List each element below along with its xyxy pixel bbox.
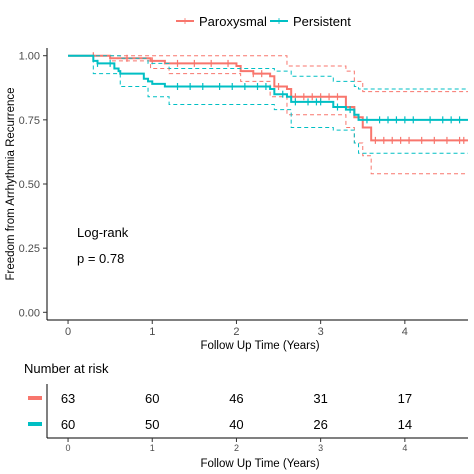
risk-cell-paroxysmal: 31 [313, 391, 327, 406]
legend-plus-paroxysmal: + [181, 14, 188, 28]
survival-line-persistent [68, 54, 468, 121]
risk-x-tick-label: 4 [402, 443, 407, 453]
survival-curves [68, 52, 468, 175]
ci-upper-paroxysmal [68, 55, 468, 93]
risk-x-tick-label: 1 [150, 443, 155, 453]
risk-x-ticks: 0 1 2 3 4 [66, 438, 407, 453]
risk-table: Number at risk 63 60 46 31 17 60 50 40 26 14 0 1 2 3… [24, 361, 468, 470]
risk-cell-persistent: 40 [229, 417, 243, 432]
y-axis-title: Freedom from Arrhythmia Recurrence [5, 87, 17, 280]
main-axes: Freedom from Arrhythmia Recurrence Follo… [5, 48, 468, 352]
risk-cell-paroxysmal: 17 [398, 391, 412, 406]
risk-cells: 63 60 46 31 17 60 50 40 26 14 [61, 391, 412, 432]
x-tick-label: 3 [318, 326, 324, 338]
logrank-label: Log-rank [77, 225, 129, 240]
risk-x-tick-label: 3 [318, 443, 323, 453]
risk-cell-paroxysmal: 60 [145, 391, 159, 406]
legend-label-persistent: Persistent [293, 14, 351, 29]
legend-plus-persistent: + [275, 14, 282, 28]
risk-table-x-title: Follow Up Time (Years) [200, 458, 319, 470]
legend-label-paroxysmal: Paroxysmal [199, 14, 267, 29]
risk-x-tick-label: 2 [234, 443, 239, 453]
x-tick-label: 1 [149, 326, 155, 338]
y-ticks: 0.00 0.25 0.50 0.75 1.00 [19, 51, 47, 319]
x-tick-label: 2 [233, 326, 239, 338]
ci-upper-persistent [68, 55, 468, 90]
risk-cell-persistent: 60 [61, 417, 75, 432]
risk-x-tick-label: 0 [66, 443, 71, 453]
legend: + Paroxysmal + Persistent [176, 14, 351, 29]
y-tick-label: 0.25 [19, 243, 40, 255]
y-tick-label: 0.50 [19, 179, 40, 191]
risk-cell-persistent: 50 [145, 417, 159, 432]
x-tick-label: 4 [402, 326, 408, 338]
ci-lower-paroxysmal [68, 55, 468, 175]
risk-cell-paroxysmal: 63 [61, 391, 75, 406]
risk-cell-persistent: 14 [398, 417, 412, 432]
risk-cell-persistent: 26 [313, 417, 327, 432]
x-ticks: 0 1 2 3 4 [65, 320, 408, 338]
y-tick-label: 1.00 [19, 51, 40, 63]
y-tick-label: 0.00 [19, 307, 40, 319]
y-tick-label: 0.75 [19, 115, 40, 127]
logrank-pvalue: p = 0.78 [77, 251, 124, 266]
ci-lower-persistent [68, 55, 468, 154]
risk-table-title: Number at risk [24, 361, 109, 376]
x-tick-label: 0 [65, 326, 71, 338]
x-axis-title: Follow Up Time (Years) [200, 340, 319, 352]
risk-cell-paroxysmal: 46 [229, 391, 243, 406]
